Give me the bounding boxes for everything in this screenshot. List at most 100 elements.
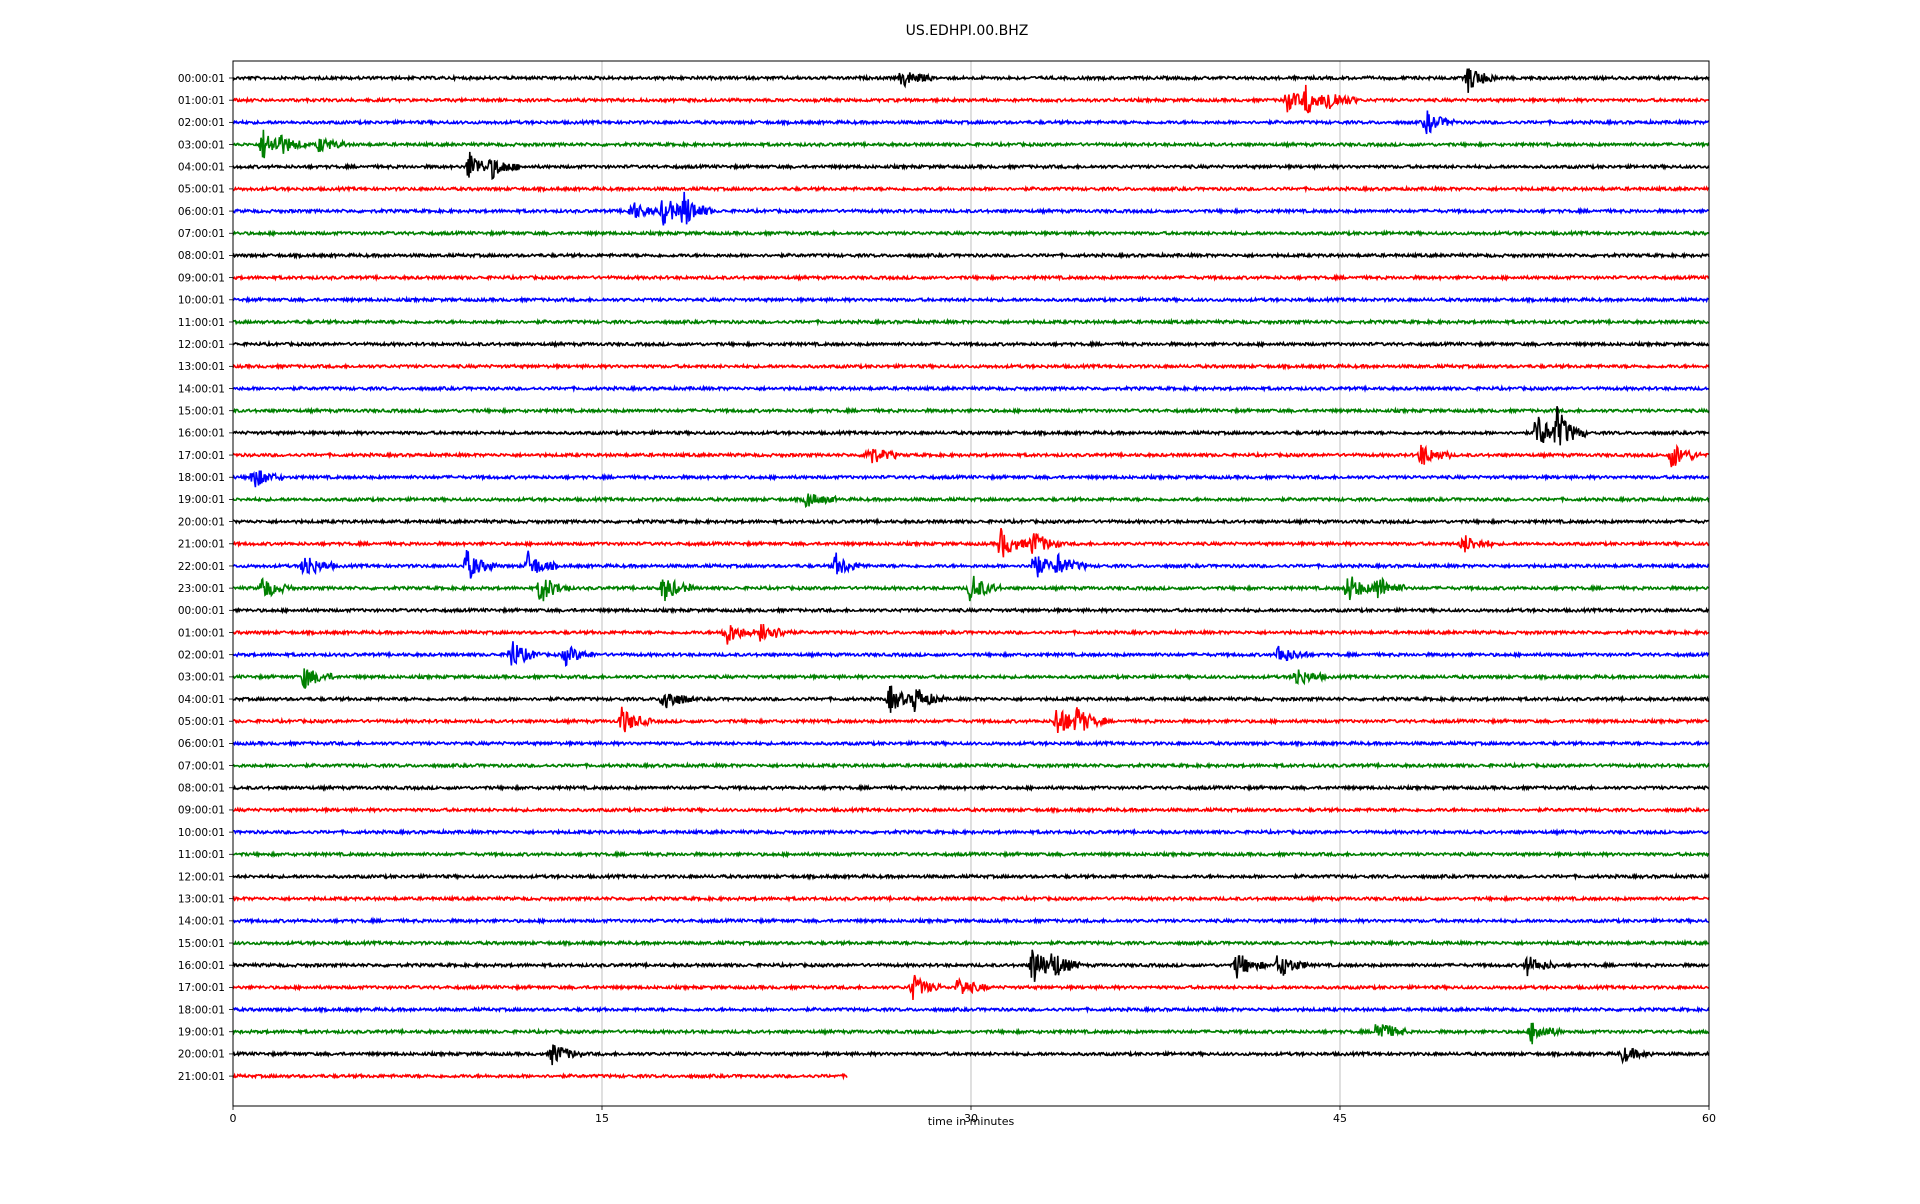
trace-row-35 — [232, 849, 1710, 859]
trace-row-28 — [232, 685, 1710, 713]
row-label: 09:00:01 — [178, 272, 225, 284]
row-label: 00:00:01 — [178, 605, 225, 617]
row-label: 15:00:01 — [178, 406, 225, 418]
x-tick-label: 30 — [964, 1112, 978, 1125]
row-label: 21:00:01 — [178, 1071, 225, 1083]
trace-row-6 — [232, 191, 1709, 226]
row-label: 17:00:01 — [178, 982, 225, 994]
row-label: 13:00:01 — [178, 361, 225, 373]
row-label: 09:00:01 — [178, 805, 225, 817]
row-label: 12:00:01 — [178, 339, 225, 351]
trace-row-23 — [232, 575, 1710, 602]
row-label: 20:00:01 — [178, 1049, 225, 1061]
trace-row-21 — [232, 528, 1710, 558]
trace-row-29 — [233, 706, 1710, 734]
trace-lines — [232, 68, 1710, 1081]
x-tick-label: 0 — [230, 1112, 237, 1125]
row-label: 03:00:01 — [178, 139, 225, 151]
row-label: 12:00:01 — [178, 871, 225, 883]
row-label: 10:00:01 — [178, 827, 225, 839]
trace-row-0 — [232, 68, 1710, 93]
row-label: 21:00:01 — [178, 539, 225, 551]
row-label: 14:00:01 — [178, 916, 225, 928]
row-label: 13:00:01 — [178, 893, 225, 905]
trace-row-10 — [232, 295, 1710, 305]
row-label: 19:00:01 — [178, 494, 225, 506]
x-tick-label: 60 — [1702, 1112, 1716, 1125]
row-label: 17:00:01 — [178, 450, 225, 462]
trace-row-24 — [232, 606, 1710, 615]
row-label: 02:00:01 — [178, 649, 225, 661]
row-label: 23:00:01 — [178, 583, 225, 595]
row-label: 06:00:01 — [178, 738, 225, 750]
row-label: 22:00:01 — [178, 561, 225, 573]
row-label: 05:00:01 — [178, 184, 225, 196]
trace-row-30 — [232, 739, 1710, 748]
trace-row-41 — [232, 974, 1710, 1000]
trace-row-44 — [232, 1044, 1710, 1066]
trace-row-32 — [232, 783, 1710, 792]
trace-row-36 — [232, 872, 1710, 881]
trace-row-18 — [232, 470, 1710, 488]
trace-row-39 — [232, 938, 1710, 948]
row-label: 14:00:01 — [178, 383, 225, 395]
trace-row-17 — [232, 443, 1710, 468]
row-label: 08:00:01 — [178, 250, 225, 262]
trace-row-16 — [232, 406, 1710, 446]
chart-title: US.EDHPI.00.BHZ — [906, 23, 1029, 39]
trace-row-33 — [232, 805, 1710, 815]
x-tick-label: 45 — [1333, 1112, 1347, 1125]
row-label: 08:00:01 — [178, 783, 225, 795]
trace-row-8 — [232, 251, 1710, 260]
trace-row-25 — [232, 623, 1710, 645]
trace-row-40 — [232, 949, 1710, 982]
row-label: 20:00:01 — [178, 516, 225, 528]
x-tick-label: 15 — [595, 1112, 609, 1125]
row-label: 04:00:01 — [178, 162, 225, 174]
trace-row-20 — [232, 517, 1710, 526]
row-label: 11:00:01 — [178, 317, 225, 329]
trace-row-13 — [232, 362, 1710, 371]
trace-row-3 — [232, 129, 1710, 159]
x-axis-ticks: 0 15 30 45 60 — [230, 1106, 1716, 1125]
row-label: 10:00:01 — [178, 295, 225, 307]
row-labels: 00:00:01 01:00:01 02:00:01 03:00:01 04:00:01… — [178, 73, 233, 1083]
trace-row-5 — [232, 184, 1710, 194]
trace-row-27 — [232, 668, 1710, 689]
trace-row-26 — [232, 641, 1710, 667]
row-label: 18:00:01 — [178, 1004, 225, 1016]
row-label: 00:00:01 — [178, 73, 225, 85]
row-label: 16:00:01 — [178, 960, 225, 972]
trace-row-11 — [232, 317, 1710, 327]
row-label: 02:00:01 — [178, 117, 225, 129]
trace-row-15 — [232, 406, 1710, 415]
row-label: 07:00:01 — [178, 228, 225, 240]
trace-row-43 — [232, 1022, 1710, 1045]
row-label: 07:00:01 — [178, 760, 225, 772]
trace-row-2 — [232, 110, 1710, 135]
row-label: 11:00:01 — [178, 849, 225, 861]
trace-row-45 — [232, 1072, 848, 1081]
row-label: 16:00:01 — [178, 428, 225, 440]
trace-row-42 — [232, 1005, 1710, 1014]
row-label: 01:00:01 — [178, 95, 225, 107]
row-label: 05:00:01 — [178, 716, 225, 728]
trace-row-19 — [232, 493, 1710, 509]
trace-row-12 — [232, 339, 1710, 349]
trace-row-14 — [232, 384, 1710, 393]
row-label: 06:00:01 — [178, 206, 225, 218]
row-label: 15:00:01 — [178, 938, 225, 950]
trace-row-4 — [232, 151, 1710, 181]
trace-row-31 — [232, 761, 1710, 770]
trace-row-34 — [232, 827, 1710, 837]
row-label: 18:00:01 — [178, 472, 225, 484]
trace-row-22 — [232, 549, 1710, 579]
trace-row-9 — [232, 273, 1710, 282]
row-label: 03:00:01 — [178, 672, 225, 684]
x-axis-label: time in minutes — [928, 1115, 1015, 1128]
trace-row-38 — [232, 916, 1710, 926]
trace-row-37 — [232, 894, 1710, 903]
